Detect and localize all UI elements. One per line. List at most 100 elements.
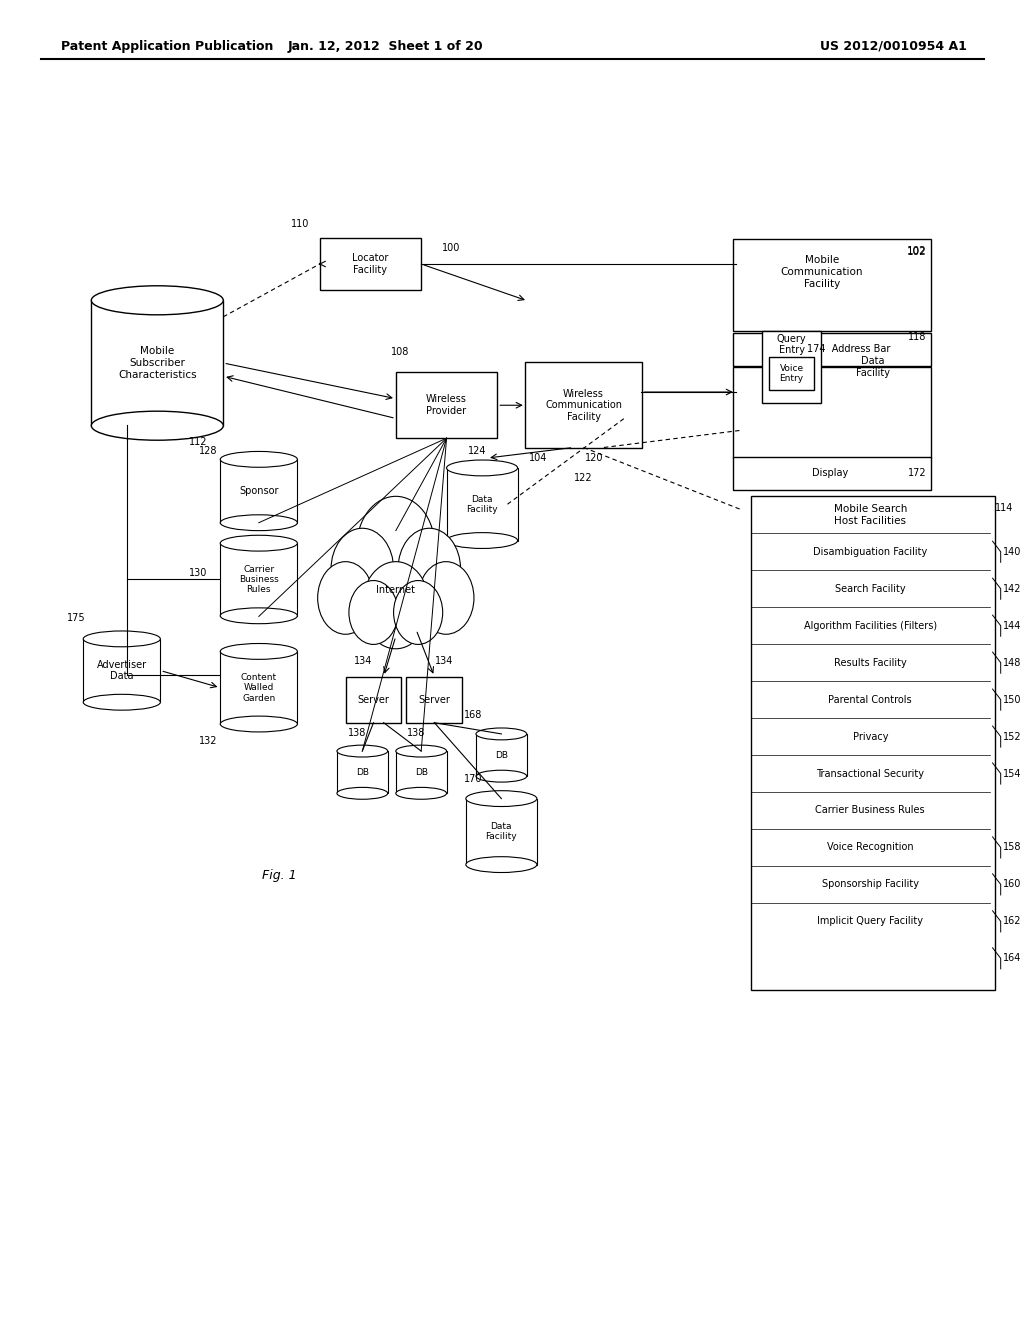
Text: 160: 160 (1002, 879, 1021, 890)
Circle shape (418, 562, 474, 634)
Text: 104: 104 (528, 453, 547, 463)
Text: Jan. 12, 2012  Sheet 1 of 20: Jan. 12, 2012 Sheet 1 of 20 (288, 40, 483, 53)
Text: 102: 102 (906, 246, 926, 256)
Circle shape (398, 528, 461, 610)
Text: Search Facility: Search Facility (835, 583, 905, 594)
Text: 174  Address Bar: 174 Address Bar (807, 345, 890, 354)
Text: 108: 108 (391, 347, 410, 358)
Text: DB: DB (415, 768, 428, 776)
Bar (762, 330, 821, 404)
Circle shape (331, 528, 393, 610)
Text: 168: 168 (464, 710, 482, 721)
Text: 142: 142 (1002, 583, 1021, 594)
Text: Carrier
Business
Rules: Carrier Business Rules (239, 565, 279, 594)
Ellipse shape (446, 532, 517, 549)
Text: Mobile
Communication
Facility: Mobile Communication Facility (781, 255, 863, 289)
Bar (337, 751, 388, 793)
Bar (396, 372, 498, 438)
Text: Fig. 1: Fig. 1 (262, 869, 296, 882)
Text: DB: DB (355, 768, 369, 776)
Ellipse shape (466, 791, 537, 807)
Text: Content
Walled
Garden: Content Walled Garden (241, 673, 276, 702)
Bar (733, 333, 931, 366)
Text: 148: 148 (1002, 657, 1021, 668)
Ellipse shape (91, 412, 223, 441)
Ellipse shape (396, 744, 446, 758)
Text: Voice
Entry: Voice Entry (779, 364, 804, 383)
Ellipse shape (220, 451, 297, 467)
Text: Wireless
Communication
Facility: Wireless Communication Facility (545, 388, 622, 422)
Ellipse shape (220, 536, 297, 552)
Text: 120: 120 (585, 453, 603, 463)
Ellipse shape (476, 771, 526, 781)
Text: DB: DB (495, 751, 508, 759)
Text: 100: 100 (442, 243, 461, 253)
Text: 164: 164 (1002, 953, 1021, 964)
Text: Patent Application Publication: Patent Application Publication (60, 40, 273, 53)
Ellipse shape (220, 717, 297, 731)
Text: Server: Server (357, 694, 389, 705)
Bar (220, 459, 297, 523)
Ellipse shape (337, 744, 388, 758)
Bar (396, 751, 446, 793)
Circle shape (362, 561, 429, 648)
Ellipse shape (396, 787, 446, 800)
Circle shape (317, 562, 374, 634)
Bar (407, 677, 462, 723)
Text: US 2012/0010954 A1: US 2012/0010954 A1 (819, 40, 967, 53)
Text: 128: 128 (199, 446, 217, 457)
Text: Data
Facility: Data Facility (485, 822, 517, 841)
Text: 134: 134 (354, 656, 373, 665)
Text: Parental Controls: Parental Controls (828, 694, 912, 705)
Text: 114: 114 (994, 503, 1013, 513)
Text: 170: 170 (464, 774, 482, 784)
Bar (466, 799, 537, 865)
Bar (733, 239, 931, 331)
Text: 124: 124 (468, 446, 486, 457)
Text: 130: 130 (188, 568, 207, 578)
Text: Internet: Internet (376, 585, 416, 595)
Text: Mobile
Subscriber
Characteristics: Mobile Subscriber Characteristics (118, 346, 197, 380)
Ellipse shape (466, 857, 537, 873)
Bar (476, 734, 526, 776)
Text: Sponsorship Facility: Sponsorship Facility (822, 879, 919, 890)
Text: 175: 175 (67, 612, 85, 623)
Bar (319, 238, 421, 290)
Bar (83, 639, 161, 702)
Text: 134: 134 (435, 656, 454, 665)
Bar (733, 367, 931, 458)
Bar (220, 652, 297, 725)
Text: Carrier Business Rules: Carrier Business Rules (815, 805, 925, 816)
Text: Sponsor: Sponsor (239, 486, 279, 496)
Bar (220, 543, 297, 615)
Text: Wireless
Provider: Wireless Provider (426, 395, 467, 416)
Text: 138: 138 (348, 727, 367, 738)
Circle shape (393, 581, 442, 644)
Text: 144: 144 (1002, 620, 1021, 631)
Bar (91, 301, 223, 425)
Text: Locator
Facility: Locator Facility (352, 253, 389, 275)
Text: Advertiser
Data: Advertiser Data (96, 660, 146, 681)
Ellipse shape (91, 286, 223, 315)
Text: Data
Facility: Data Facility (466, 495, 498, 513)
Text: Server: Server (419, 694, 451, 705)
Text: 152: 152 (1002, 731, 1021, 742)
Text: 118: 118 (907, 333, 926, 342)
Text: Data
Facility: Data Facility (856, 356, 890, 378)
Bar (345, 677, 401, 723)
Text: 102: 102 (906, 247, 926, 257)
Bar (751, 496, 994, 990)
Text: Implicit Query Facility: Implicit Query Facility (817, 916, 924, 927)
Text: Query
Entry: Query Entry (777, 334, 807, 355)
Text: 172: 172 (907, 469, 926, 478)
Bar (769, 356, 814, 391)
Text: Transactional Security: Transactional Security (816, 768, 925, 779)
Ellipse shape (446, 461, 517, 477)
Text: Voice Recognition: Voice Recognition (827, 842, 913, 853)
Bar (733, 457, 931, 490)
Text: 154: 154 (1002, 768, 1021, 779)
Text: Display: Display (812, 469, 848, 478)
Ellipse shape (220, 515, 297, 531)
Text: 140: 140 (1002, 546, 1021, 557)
Text: Mobile Search
Host Facilities: Mobile Search Host Facilities (834, 504, 907, 525)
